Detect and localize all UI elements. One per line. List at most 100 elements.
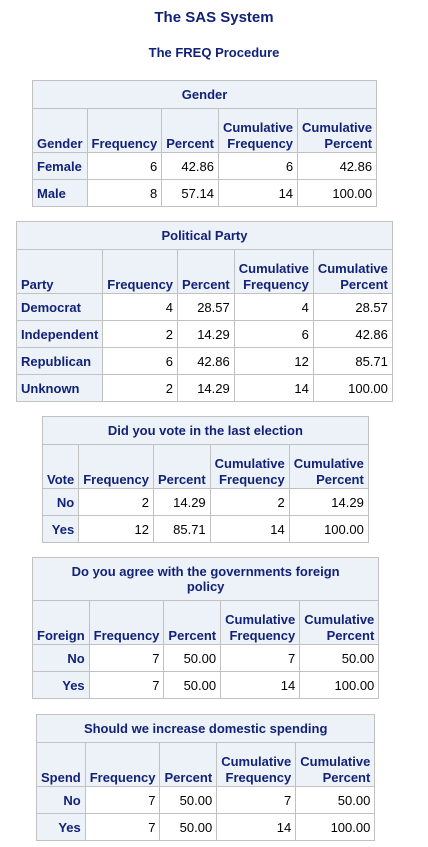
cum-percent-header: Cumulative Percent	[295, 742, 376, 787]
cum-percent-cell: 85.71	[312, 347, 393, 375]
percent-cell: 42.86	[177, 347, 235, 375]
cum-percent-header: Cumulative Percent	[299, 600, 380, 645]
procedure-title: The FREQ Procedure	[148, 45, 280, 60]
row-label: Unknown	[15, 374, 104, 402]
cum-frequency-header: Cumulative Frequency	[220, 600, 301, 645]
table-row: Female 6 42.86 6 42.86	[32, 152, 378, 180]
row-label: Democrat	[15, 293, 104, 321]
row-header: Spend	[36, 742, 86, 787]
row-label: Yes	[32, 671, 90, 699]
percent-cell: 85.71	[152, 515, 211, 543]
cum-percent-header: Cumulative Percent	[312, 249, 393, 294]
cum-percent-cell: 42.86	[312, 320, 393, 348]
cum-percent-cell: 100.00	[299, 671, 380, 699]
row-header: Gender	[32, 108, 88, 153]
cum-frequency-cell: 14	[209, 515, 290, 543]
row-header: Vote	[41, 444, 80, 489]
cum-percent-header: Cumulative Percent	[288, 444, 369, 489]
spending-table: Should we increase domestic spending Spe…	[35, 714, 376, 841]
table-row: No 7 50.00 7 50.00	[36, 786, 376, 814]
percent-header: Percent	[152, 444, 211, 489]
frequency-header: Frequency	[88, 600, 165, 645]
cum-frequency-cell: 7	[216, 786, 297, 814]
cum-frequency-cell: 6	[233, 320, 314, 348]
cum-frequency-cell: 7	[220, 644, 301, 672]
table-caption: Gender	[31, 80, 378, 109]
cum-frequency-header: Cumulative Frequency	[233, 249, 314, 294]
row-label: Male	[32, 179, 88, 207]
percent-cell: 50.00	[163, 644, 222, 672]
table-row: Yes 7 50.00 14 100.00	[36, 813, 376, 841]
frequency-header: Frequency	[86, 108, 163, 153]
cum-percent-cell: 100.00	[297, 179, 378, 207]
table-row: Republican 6 42.86 12 85.71	[15, 347, 393, 375]
cum-frequency-header: Cumulative Frequency	[209, 444, 290, 489]
cum-percent-cell: 100.00	[288, 515, 369, 543]
percent-header: Percent	[161, 108, 219, 153]
cum-frequency-cell: 12	[233, 347, 314, 375]
cum-percent-cell: 50.00	[299, 644, 380, 672]
cum-frequency-cell: 4	[233, 293, 314, 321]
table-row: Unknown 2 14.29 14 100.00	[15, 374, 393, 402]
cum-percent-cell: 42.86	[297, 152, 378, 180]
percent-header: Percent	[177, 249, 235, 294]
row-label: Female	[32, 152, 88, 180]
percent-header: Percent	[163, 600, 222, 645]
percent-cell: 14.29	[152, 488, 211, 516]
row-label: No	[41, 488, 80, 516]
cum-frequency-cell: 2	[209, 488, 290, 516]
frequency-header: Frequency	[84, 742, 161, 787]
cum-percent-cell: 50.00	[295, 786, 376, 814]
party-table: Political Party Party Frequency Percent …	[15, 221, 393, 402]
row-header: Party	[15, 249, 104, 294]
table-row: Yes 12 85.71 14 100.00	[41, 515, 369, 543]
table-row: Independent 2 14.29 6 42.86	[15, 320, 393, 348]
row-label: Yes	[41, 515, 80, 543]
percent-cell: 50.00	[163, 671, 222, 699]
gender-table: Gender Gender Frequency Percent Cumulati…	[31, 80, 378, 207]
percent-cell: 14.29	[177, 320, 235, 348]
frequency-header: Frequency	[78, 444, 154, 489]
frequency-cell: 6	[86, 152, 163, 180]
percent-cell: 50.00	[159, 813, 218, 841]
frequency-cell: 7	[84, 786, 161, 814]
table-row: Male 8 57.14 14 100.00	[32, 179, 378, 207]
cum-frequency-cell: 14	[216, 813, 297, 841]
frequency-cell: 7	[88, 671, 165, 699]
vote-table: Did you vote in the last election Vote F…	[41, 416, 369, 543]
cum-frequency-header: Cumulative Frequency	[217, 108, 299, 153]
frequency-header: Frequency	[102, 249, 179, 294]
table-row: Yes 7 50.00 14 100.00	[32, 671, 380, 699]
cum-frequency-cell: 14	[220, 671, 301, 699]
cum-percent-cell: 14.29	[288, 488, 369, 516]
table-row: Democrat 4 28.57 4 28.57	[15, 293, 393, 321]
table-row: No 2 14.29 2 14.29	[41, 488, 369, 516]
table-caption: Political Party	[16, 221, 393, 250]
frequency-cell: 2	[102, 374, 179, 402]
cum-frequency-cell: 14	[217, 179, 299, 207]
row-label: Republican	[15, 347, 104, 375]
report-title: The SAS System	[154, 9, 274, 26]
cum-percent-cell: 100.00	[295, 813, 376, 841]
frequency-cell: 7	[84, 813, 161, 841]
row-label: Independent	[15, 320, 104, 348]
frequency-cell: 7	[88, 644, 165, 672]
table-row: No 7 50.00 7 50.00	[32, 644, 380, 672]
frequency-cell: 12	[78, 515, 154, 543]
frequency-cell: 6	[102, 347, 179, 375]
cum-frequency-cell: 14	[233, 374, 314, 402]
row-label: No	[32, 644, 90, 672]
cum-percent-cell: 100.00	[312, 374, 393, 402]
percent-header: Percent	[159, 742, 218, 787]
frequency-cell: 2	[102, 320, 179, 348]
cum-percent-header: Cumulative Percent	[297, 108, 378, 153]
frequency-cell: 4	[102, 293, 179, 321]
percent-cell: 42.86	[161, 152, 219, 180]
table-caption: Did you vote in the last election	[42, 416, 369, 445]
row-label: Yes	[36, 813, 86, 841]
cum-frequency-header: Cumulative Frequency	[216, 742, 297, 787]
row-label: No	[36, 786, 86, 814]
percent-cell: 28.57	[177, 293, 235, 321]
table-caption: Do you agree with the governments foreig…	[31, 557, 380, 601]
frequency-cell: 8	[86, 179, 163, 207]
